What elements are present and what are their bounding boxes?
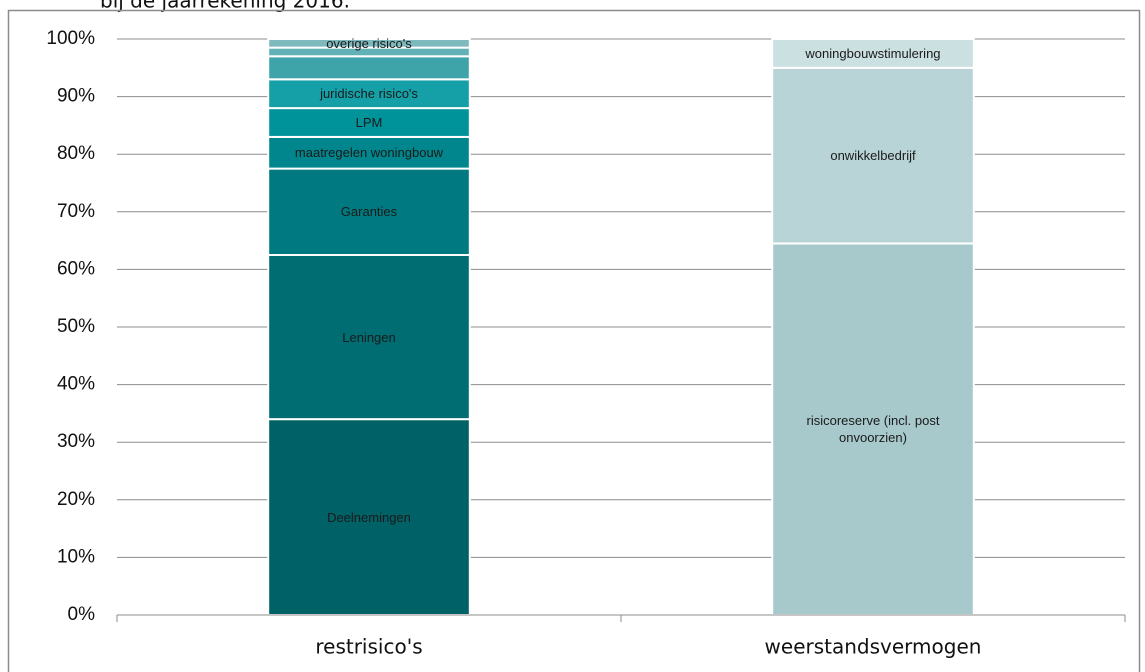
segment-label-box: Deelnemingen — [268, 413, 470, 621]
frame — [7, 9, 1141, 672]
segment-label-box: Leningen — [268, 249, 470, 425]
segment-label-box: overige risico's — [268, 33, 470, 54]
segment-label-text: Garanties — [340, 204, 398, 220]
segment-label-text: onwikkelbedrijf — [830, 148, 916, 164]
y-tick-label: 0% — [68, 604, 96, 625]
segment-label: onwikkelbedrijf — [772, 62, 974, 250]
segment-label: Deelnemingen — [268, 413, 470, 621]
x-tick-label: restrisico's — [315, 635, 422, 659]
segment-label-box: Garanties — [268, 163, 470, 261]
segment-label: Garanties — [268, 163, 470, 261]
bar-segment — [267, 78, 471, 110]
segment-label-text: risicoreserve (incl. post onvoorzien) — [806, 413, 940, 446]
segment-label: juridische risico's — [268, 73, 470, 114]
y-tick-label: 10% — [57, 546, 95, 567]
y-tick-label: 40% — [57, 374, 95, 395]
chart-title: bij de jaarrekening 2016. — [100, 0, 350, 13]
segment-label-text: juridische risico's — [320, 86, 418, 102]
y-tick-label: 80% — [57, 143, 95, 164]
segment-label: woningbouwstimulering — [772, 33, 974, 74]
y-tick-label: 90% — [57, 86, 95, 107]
segment-label: LPM — [268, 102, 470, 143]
segment-label-text: overige risico's — [326, 35, 412, 51]
segment-label-text: woningbouwstimulering — [805, 45, 941, 61]
y-tick-label: 20% — [57, 489, 95, 510]
segment-label-box: woningbouwstimulering — [772, 33, 974, 74]
x-tick-label: weerstandsvermogen — [765, 635, 982, 659]
segment-label-box: maatregelen woningbouw — [268, 131, 470, 175]
segment-label: risicoreserve (incl. post onvoorzien) — [772, 237, 974, 621]
bar-segment — [771, 66, 975, 245]
segment-label-box: juridische risico's — [268, 73, 470, 114]
bar-segment — [267, 107, 471, 138]
segment-label: maatregelen woningbouw — [268, 131, 470, 175]
bar-segment — [771, 242, 975, 616]
y-tick-label: 30% — [57, 431, 95, 452]
bar-segment — [267, 167, 471, 257]
segment-label-text: LPM — [355, 115, 383, 130]
y-tick-label: 50% — [57, 316, 95, 337]
y-tick-label: 70% — [57, 201, 95, 222]
segment-label-box: onwikkelbedrijf — [772, 62, 974, 250]
segment-label-text: maatregelen woningbouw — [294, 145, 444, 161]
y-tick-label: 60% — [57, 258, 95, 279]
y-tick-label: 100% — [46, 28, 95, 49]
segment-label-text: Deelnemingen — [327, 509, 411, 525]
bar-segment — [267, 418, 471, 616]
segment-label: overige risico's — [268, 33, 470, 54]
bar-segment — [267, 254, 471, 421]
segment-label: Leningen — [268, 249, 470, 425]
bar-segment — [267, 38, 471, 49]
bar-segment — [267, 55, 471, 81]
segment-label-text: Leningen — [342, 329, 396, 345]
segment-label-box: LPM — [268, 102, 470, 143]
segment-label-box: risicoreserve (incl. post onvoorzien) — [772, 237, 974, 621]
bar-segment — [771, 38, 975, 69]
